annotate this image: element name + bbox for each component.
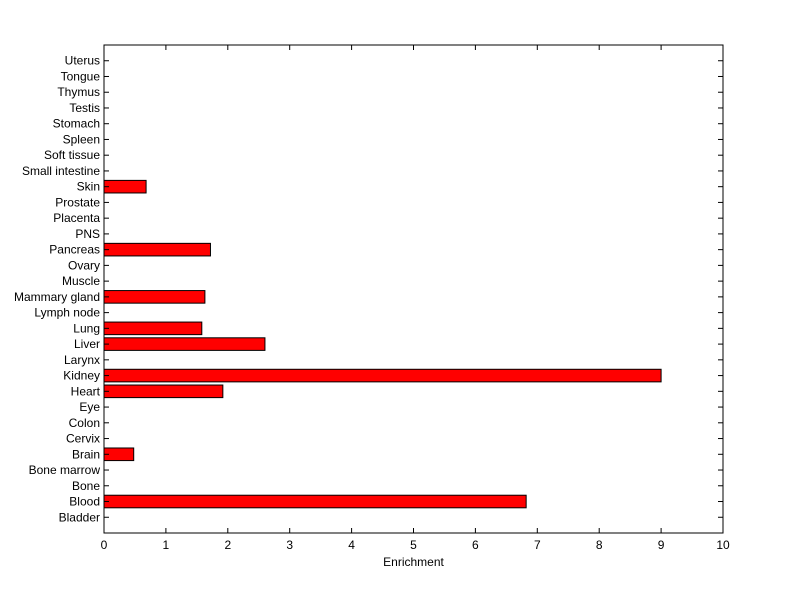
x-tick-label-8: 8: [596, 538, 603, 552]
x-tick-label-0: 0: [101, 538, 108, 552]
x-tick-label-10: 10: [716, 538, 730, 552]
x-tick-label-1: 1: [163, 538, 170, 552]
y-tick-label-stomach: Stomach: [53, 117, 100, 131]
bar-lung: [103, 321, 203, 336]
y-tick-label-spleen: Spleen: [63, 132, 100, 146]
plot-frame: [103, 44, 724, 534]
y-tick-label-tongue: Tongue: [61, 69, 101, 83]
y-tick-label-ovary: Ovary: [68, 258, 100, 272]
y-tick-label-bone: Bone: [72, 479, 100, 493]
y-tick-label-skin: Skin: [77, 180, 100, 194]
bar-blood: [103, 494, 527, 509]
y-tick-label-pancreas: Pancreas: [49, 243, 100, 257]
y-tick-label-prostate: Prostate: [55, 195, 100, 209]
x-tick-label-3: 3: [286, 538, 293, 552]
y-tick-label-kidney: Kidney: [63, 369, 100, 383]
x-tick-label-7: 7: [534, 538, 541, 552]
y-tick-label-muscle: Muscle: [62, 274, 100, 288]
y-tick-label-testis: Testis: [69, 101, 100, 115]
y-tick-label-bone-marrow: Bone marrow: [29, 463, 101, 477]
y-tick-label-pns: PNS: [75, 227, 100, 241]
y-tick-label-brain: Brain: [72, 447, 100, 461]
x-tick-label-6: 6: [472, 538, 479, 552]
bar-heart: [103, 384, 224, 399]
y-tick-label-bladder: Bladder: [59, 510, 100, 524]
y-tick-label-small-intestine: Small intestine: [22, 164, 100, 178]
y-tick-label-placenta: Placenta: [53, 211, 100, 225]
x-tick-label-9: 9: [658, 538, 665, 552]
y-tick-label-liver: Liver: [74, 337, 100, 351]
bar-kidney: [103, 368, 662, 383]
y-tick-label-blood: Blood: [69, 495, 100, 509]
bar-pancreas: [103, 242, 211, 257]
y-tick-label-lung: Lung: [73, 321, 100, 335]
x-tick-label-2: 2: [224, 538, 231, 552]
x-tick-label-4: 4: [348, 538, 355, 552]
y-tick-label-soft-tissue: Soft tissue: [44, 148, 100, 162]
bar-liver: [103, 337, 266, 351]
x-axis-label: Enrichment: [383, 555, 444, 569]
y-tick-label-cervix: Cervix: [66, 432, 100, 446]
y-tick-label-thymus: Thymus: [57, 85, 100, 99]
y-tick-label-heart: Heart: [71, 384, 101, 398]
x-tick-label-5: 5: [410, 538, 417, 552]
y-tick-label-eye: Eye: [79, 400, 100, 414]
y-tick-label-larynx: Larynx: [64, 353, 100, 367]
bar-skin: [103, 179, 147, 194]
y-tick-label-lymph-node: Lymph node: [34, 306, 100, 320]
y-tick-label-colon: Colon: [69, 416, 100, 430]
bar-mammary-gland: [103, 290, 206, 304]
y-tick-label-mammary-gland: Mammary gland: [14, 290, 100, 304]
y-tick-label-uterus: Uterus: [65, 54, 100, 68]
